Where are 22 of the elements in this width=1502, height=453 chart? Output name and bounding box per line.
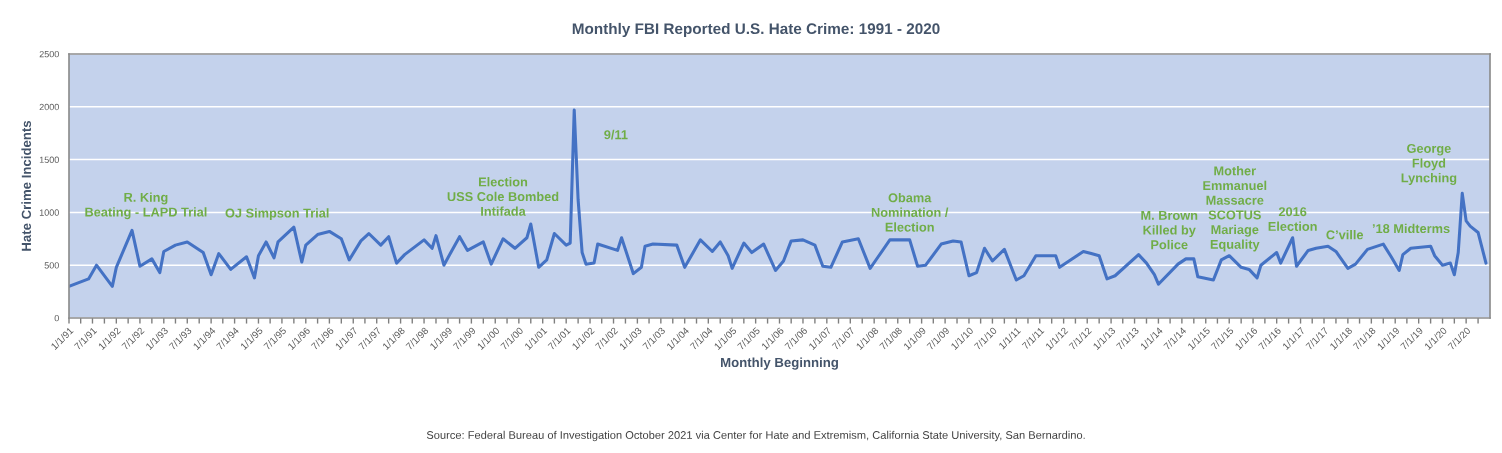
annotation: Mother Emmanuel Massacre SCOTUS Mariage Equality bbox=[1203, 165, 1267, 252]
x-axis-title: Monthly Beginning bbox=[721, 357, 838, 370]
annotation: M. Brown Killed by Police bbox=[1141, 210, 1198, 250]
chart-title: Monthly FBI Reported U.S. Hate Crime: 1991 - 2020 bbox=[572, 22, 940, 38]
y-tick-label: 500 bbox=[44, 262, 59, 269]
annotation: 2016 Election bbox=[1268, 207, 1317, 231]
y-tick-label: 1500 bbox=[39, 156, 59, 163]
annotation: Election USS Cole Bombed Intifada bbox=[447, 177, 559, 216]
y-tick-label: 2500 bbox=[39, 50, 59, 58]
y-tick-label: 0 bbox=[54, 314, 59, 322]
line-series bbox=[69, 108, 1488, 288]
annotation: ’18 Midterms bbox=[1372, 223, 1450, 234]
annotation: OJ Simpson Trial bbox=[225, 208, 329, 221]
source-note: Source: Federal Bureau of Investigation October 2021 via Center for Hate and Extremism, California State University, San Bernardino. bbox=[426, 430, 1085, 442]
annotation: 9/11 bbox=[604, 129, 628, 140]
annotation: Obama Nomination / Election bbox=[871, 192, 949, 232]
annotation: C’ville bbox=[1326, 229, 1364, 240]
y-axis-title: Hate Crime Incidents bbox=[21, 120, 32, 251]
annotation: George Floyd Lynching bbox=[1401, 143, 1457, 185]
y-tick-label: 2000 bbox=[39, 103, 59, 111]
y-tick-label: 1000 bbox=[39, 209, 59, 216]
annotation: R. King Beating - LAPD Trial bbox=[85, 192, 207, 220]
